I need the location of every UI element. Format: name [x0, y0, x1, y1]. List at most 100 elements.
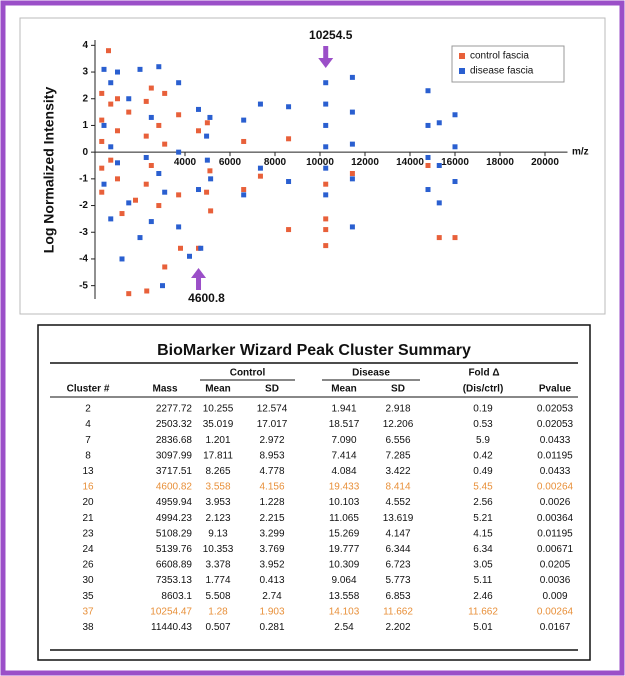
data-point [349, 171, 355, 177]
data-point [176, 192, 182, 198]
table-cell: 2.74 [262, 591, 282, 602]
table-cell: 3.422 [385, 466, 410, 477]
data-point [286, 179, 292, 185]
data-point [286, 104, 292, 110]
data-point [323, 80, 329, 86]
data-point [156, 171, 162, 177]
column-header: Mean [331, 384, 357, 395]
data-point [241, 192, 247, 198]
x-tick-label: 12000 [351, 157, 379, 168]
table-cell: 0.0167 [540, 622, 571, 633]
table-cell: 6.853 [385, 591, 410, 602]
group-header: Fold Δ [468, 368, 499, 379]
data-point [196, 106, 201, 112]
data-point [436, 235, 442, 241]
data-point [101, 122, 107, 128]
data-point [137, 235, 143, 241]
table-cell: 5108.29 [156, 528, 193, 539]
y-tick-label: 3 [82, 67, 88, 78]
table-cell: 8603.1 [161, 591, 192, 602]
y-tick-label: -2 [79, 200, 88, 211]
table-cell: 12.574 [257, 404, 288, 415]
data-point [425, 154, 431, 160]
annotation-arrow [191, 268, 207, 290]
table-cell: 6.34 [473, 544, 493, 555]
table-cell: 13.619 [383, 513, 414, 524]
table-cell: 12.206 [383, 419, 414, 430]
data-point [204, 189, 210, 195]
column-header: SD [391, 384, 405, 395]
data-point [144, 288, 150, 294]
table-cell: 3.952 [259, 560, 284, 571]
data-point [148, 114, 154, 120]
table-cell: 14.103 [329, 606, 360, 617]
x-tick-label: 10000 [306, 157, 334, 168]
table-cell: 4994.23 [156, 513, 193, 524]
data-point [176, 149, 182, 155]
data-point [204, 120, 210, 126]
table-cell: 4.15 [473, 528, 493, 539]
table-cell: 16 [82, 482, 94, 493]
table-cell: 2503.32 [156, 419, 193, 430]
y-tick-label: 4 [82, 40, 88, 51]
data-point [101, 181, 107, 187]
annotation-label: 4600.8 [188, 291, 225, 305]
x-tick-label: 18000 [486, 157, 514, 168]
table-cell: 23 [82, 528, 94, 539]
x-tick-label: 4000 [174, 157, 197, 168]
data-point [178, 245, 183, 251]
data-point [176, 224, 182, 230]
table-cell: 0.281 [259, 622, 284, 633]
table-cell: 5.21 [473, 513, 493, 524]
data-point [257, 165, 263, 171]
data-point [156, 122, 162, 128]
column-header: SD [265, 384, 279, 395]
table-cell: 0.42 [473, 450, 493, 461]
table-cell: 11.065 [329, 513, 359, 524]
table-cell: 4 [85, 419, 91, 430]
data-point [349, 176, 355, 182]
data-point [162, 264, 168, 270]
data-point [126, 200, 132, 206]
data-point [349, 141, 355, 147]
table-cell: 13.558 [329, 591, 360, 602]
data-point [204, 157, 210, 163]
table-cell: 6608.89 [156, 560, 193, 571]
data-point [108, 101, 114, 107]
y-tick-label: -4 [79, 254, 88, 265]
table-cell: 2.202 [385, 622, 410, 633]
legend-label: disease fascia [470, 66, 534, 77]
table-cell: 5.9 [476, 435, 490, 446]
y-axis-label: Log Normalized Intensity [41, 87, 57, 254]
table-cell: 0.00364 [537, 513, 574, 524]
table-cell: 8.953 [259, 450, 284, 461]
data-point [349, 109, 355, 115]
data-point [436, 162, 442, 168]
table-cell: 3.299 [259, 528, 284, 539]
data-point [176, 112, 182, 118]
table-cell: 11440.43 [151, 622, 192, 633]
table-cell: 0.01195 [537, 450, 573, 461]
table-cell: 0.413 [259, 575, 284, 586]
legend-swatch [459, 68, 465, 74]
group-header: Disease [352, 368, 390, 379]
table-cell: 3.558 [205, 482, 230, 493]
column-header: Mean [205, 384, 231, 395]
table-cell: 2.54 [334, 622, 354, 633]
table-cell: 24 [82, 544, 94, 555]
table-cell: 2.215 [259, 513, 284, 524]
annotation-label: 10254.5 [309, 28, 353, 42]
data-point [286, 136, 292, 142]
data-point [349, 224, 355, 230]
table-cell: 1.941 [331, 404, 356, 415]
data-point [156, 203, 162, 209]
data-point [106, 48, 111, 54]
table-cell: 2836.68 [156, 435, 193, 446]
table-cell: 3.378 [205, 560, 230, 571]
table-cell: 4.156 [259, 482, 284, 493]
table-cell: 0.0433 [540, 435, 571, 446]
y-tick-label: 2 [82, 93, 88, 104]
table-cell: 20 [82, 497, 94, 508]
table-cell: 4600.82 [156, 482, 193, 493]
data-point [349, 74, 355, 80]
